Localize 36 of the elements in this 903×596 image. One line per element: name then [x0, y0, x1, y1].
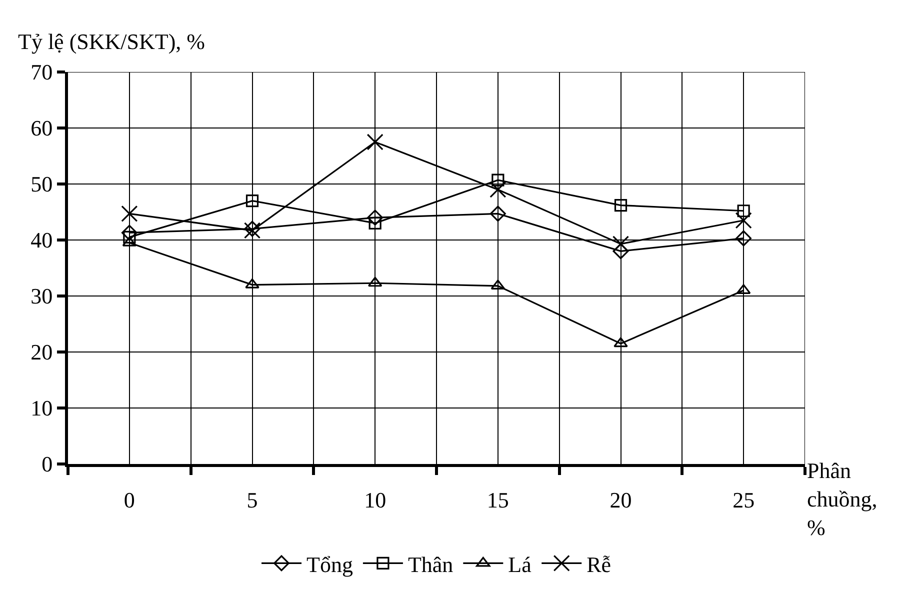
point — [246, 194, 259, 208]
point — [614, 337, 628, 348]
y-tick-label: 20 — [30, 340, 53, 365]
point — [736, 230, 752, 246]
x-axis-title: Phân chuồng, % — [807, 458, 878, 540]
x-tick-label: 25 — [732, 487, 755, 512]
y-tick-label: 50 — [30, 172, 53, 197]
legend-label: Tổng — [306, 552, 353, 577]
x-tick-label: 5 — [246, 487, 258, 512]
y-tick-label: 10 — [30, 396, 53, 421]
point — [612, 236, 630, 252]
point — [368, 216, 382, 230]
point — [121, 205, 138, 222]
legend-label: Lá — [508, 552, 532, 577]
x-tick-label: 10 — [364, 487, 386, 512]
y-axis-title: Tỷ lệ (SKK/SKT), % — [18, 29, 205, 54]
legend-label: Rễ — [586, 552, 612, 577]
y-tick-label: 0 — [42, 452, 53, 477]
point — [490, 206, 506, 222]
y-tick-label: 60 — [30, 116, 53, 141]
point — [368, 276, 382, 287]
point — [492, 174, 504, 186]
point — [735, 212, 752, 229]
point — [366, 134, 384, 150]
point — [737, 204, 750, 218]
y-tick-label: 70 — [30, 60, 53, 85]
y-tick-label: 30 — [30, 284, 53, 309]
y-tick-label: 40 — [30, 228, 53, 253]
x-tick-label: 15 — [486, 487, 509, 512]
point — [614, 198, 628, 212]
x-tick-label: 0 — [124, 487, 135, 512]
point — [490, 181, 506, 198]
x-tick-label: 20 — [610, 487, 632, 512]
point — [367, 210, 384, 226]
point — [121, 224, 138, 241]
legend-label: Thân — [408, 552, 454, 577]
